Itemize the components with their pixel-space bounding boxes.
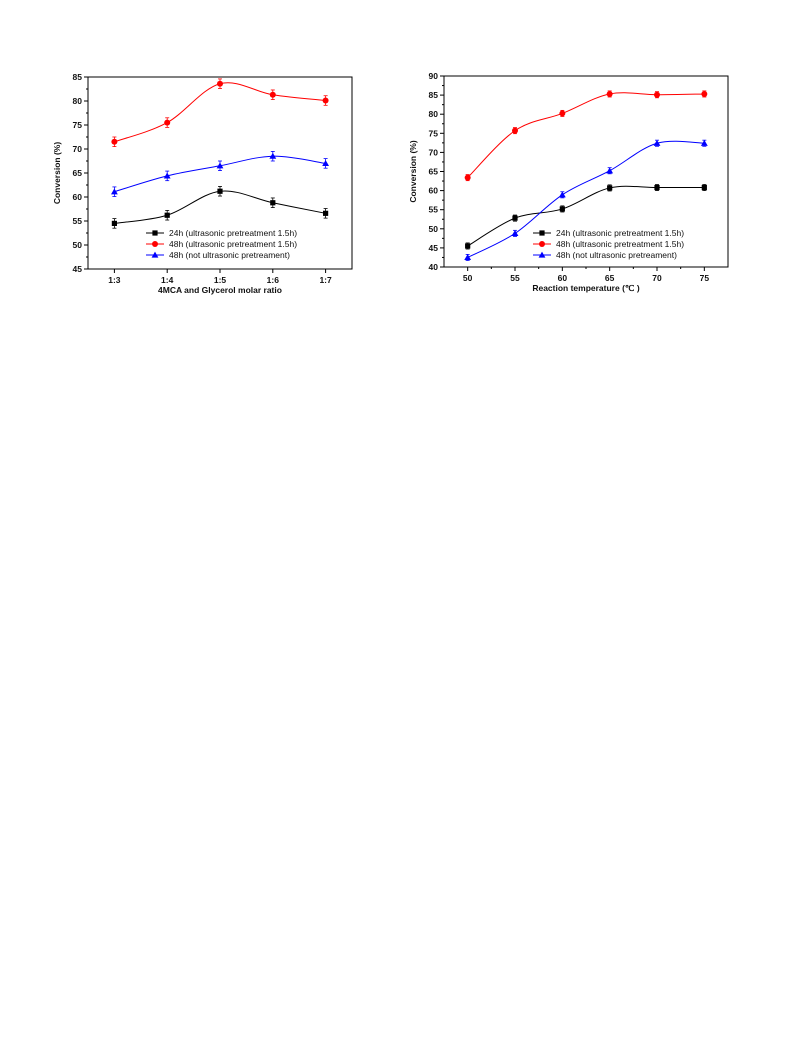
data-point	[701, 184, 707, 191]
x-tick-label: 65	[605, 273, 615, 283]
data-point	[323, 210, 329, 216]
data-point	[701, 90, 708, 97]
y-tick-label: 50	[429, 224, 439, 234]
data-point	[606, 90, 613, 97]
x-tick-label: 1:4	[161, 275, 174, 285]
series-2	[111, 151, 329, 197]
legend-label: 24h (ultrasonic pretreatment 1.5h)	[556, 228, 684, 238]
legend-marker	[151, 251, 159, 258]
data-point	[511, 229, 519, 236]
series-line	[114, 82, 326, 143]
data-point	[322, 97, 329, 104]
y-axis-title: Conversion (%)	[52, 142, 62, 205]
x-axis-title: 4MCA and Glycerol molar ratio	[158, 285, 282, 295]
series-0	[465, 184, 707, 250]
x-tick-label: 1:3	[108, 275, 121, 285]
series-2	[464, 139, 708, 261]
legend-marker	[539, 241, 545, 247]
legend-label: 24h (ultrasonic pretreatment 1.5h)	[169, 228, 297, 238]
y-tick-label: 60	[73, 192, 83, 202]
axes: 40 45 50 55 60 65 70 75 80 85 90 50 55 60 65 70 75	[429, 71, 729, 283]
y-tick-label: 55	[73, 216, 83, 226]
data-point	[558, 191, 566, 198]
x-tick-label: 50	[463, 273, 473, 283]
y-tick-label: 75	[429, 128, 439, 138]
data-point	[654, 91, 660, 98]
y-tick-label: 50	[73, 240, 83, 250]
y-tick-label: 80	[429, 109, 439, 119]
data-point	[559, 206, 565, 212]
legend-marker	[539, 230, 545, 236]
axes: 45 50 55 60 65 70 75 80 85 1:3 1:4 1:5 1:6 1:7	[73, 72, 353, 285]
data-point	[269, 152, 277, 159]
x-tick-label: 1:5	[214, 275, 227, 285]
y-tick-label: 45	[429, 243, 439, 253]
series-1	[111, 78, 329, 147]
data-point	[270, 200, 276, 206]
y-tick-label: 85	[429, 90, 439, 100]
data-point	[164, 119, 171, 126]
series-1	[464, 90, 708, 182]
legend: 24h (ultrasonic pretreatment 1.5h)48h (u…	[146, 228, 297, 260]
series-line	[467, 185, 705, 247]
molar-ratio-chart: 45 50 55 60 65 70 75 80 85 1:3 1:4 1:5 1:6 1:7 4MCA an…	[52, 72, 353, 295]
y-tick-label: 65	[73, 168, 83, 178]
data-point	[464, 174, 471, 181]
series-0	[111, 186, 329, 229]
series-line	[467, 140, 705, 258]
legend-marker	[152, 241, 158, 247]
y-tick-label: 70	[73, 144, 83, 154]
data-point	[216, 162, 224, 169]
x-tick-label: 1:7	[319, 275, 332, 285]
y-tick-label: 75	[73, 120, 83, 130]
y-tick-label: 45	[73, 264, 83, 274]
y-tick-label: 80	[73, 96, 83, 106]
x-tick-label: 55	[510, 273, 520, 283]
y-tick-label: 40	[429, 262, 439, 272]
x-tick-label: 75	[700, 273, 710, 283]
data-point	[322, 160, 329, 166]
data-point	[111, 188, 118, 195]
data-point	[163, 172, 171, 179]
data-point	[700, 139, 708, 146]
data-point	[654, 184, 660, 191]
data-point	[512, 127, 518, 134]
data-point	[559, 110, 566, 117]
y-axis-title: Conversion (%)	[408, 140, 418, 203]
y-tick-label: 55	[429, 205, 439, 215]
data-point	[217, 80, 223, 87]
legend-marker	[538, 251, 546, 258]
y-tick-label: 60	[429, 186, 439, 196]
x-tick-label: 1:6	[267, 275, 280, 285]
data-point	[607, 185, 613, 191]
data-point	[512, 215, 518, 221]
y-tick-label: 85	[73, 72, 83, 82]
y-tick-label: 65	[429, 167, 439, 177]
data-point	[111, 220, 117, 226]
legend-label: 48h (ultrasonic pretreatment 1.5h)	[169, 239, 297, 249]
series-line	[467, 92, 705, 178]
y-tick-label: 70	[429, 147, 439, 157]
legend-label: 48h (not ultrasonic pretreament)	[169, 250, 290, 260]
legend: 24h (ultrasonic pretreatment 1.5h)48h (u…	[533, 228, 684, 260]
data-point	[217, 188, 223, 194]
y-tick-label: 90	[429, 71, 439, 81]
data-point	[464, 254, 472, 261]
legend-label: 48h (not ultrasonic pretreament)	[556, 250, 677, 260]
x-tick-label: 70	[652, 273, 662, 283]
legend-label: 48h (ultrasonic pretreatment 1.5h)	[556, 239, 684, 249]
data-point	[164, 212, 170, 218]
data-point	[606, 167, 614, 174]
data-point	[111, 138, 118, 145]
data-point	[653, 139, 661, 146]
data-point	[465, 243, 471, 249]
data-point	[269, 91, 276, 98]
temperature-chart: 40 45 50 55 60 65 70 75 80 85 90 50 55 60 65 70 75 Reacti…	[408, 71, 729, 293]
legend-marker	[152, 230, 158, 236]
x-tick-label: 60	[558, 273, 568, 283]
x-axis-title: Reaction temperature (℃ )	[532, 283, 639, 293]
